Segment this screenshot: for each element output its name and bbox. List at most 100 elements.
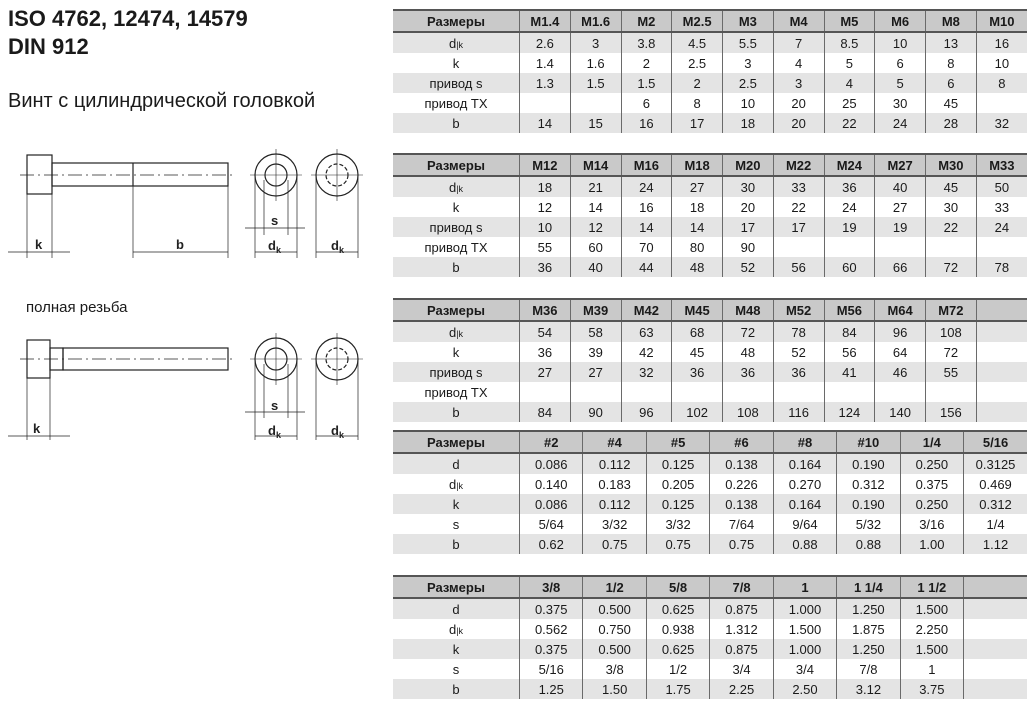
column-header-size: 5/16 xyxy=(963,430,1027,454)
table-cell: 0.226 xyxy=(709,474,774,494)
table-cell: 64 xyxy=(874,342,926,362)
table-cell: 24 xyxy=(620,176,672,197)
column-header-size: M5 xyxy=(823,9,875,33)
table-cell: 1.875 xyxy=(836,619,901,639)
table-cell xyxy=(519,382,571,402)
table-cell: 1.25 xyxy=(518,679,583,699)
table-cell: 1.312 xyxy=(709,619,774,639)
table-cell: 80 xyxy=(671,237,723,257)
column-header-size: M16 xyxy=(620,153,672,177)
table-row: k 1.4 1.6 2 2.5 3 4 5 6 8 10 xyxy=(393,53,1027,73)
column-header-size: M12 xyxy=(519,153,571,177)
table-cell xyxy=(975,402,1027,422)
row-label: k xyxy=(452,344,460,360)
table-cell: 2.25 xyxy=(709,679,774,699)
column-header-size: M64 xyxy=(874,298,926,322)
table-cell: 0.75 xyxy=(645,534,710,554)
row-label: k xyxy=(452,55,460,71)
table-cell: 32 xyxy=(975,113,1027,133)
table-cell: 19 xyxy=(874,217,926,237)
table-cell: 24 xyxy=(823,197,875,217)
table-cell: 0.205 xyxy=(645,474,710,494)
table-cell xyxy=(722,382,774,402)
row-label: s xyxy=(452,516,460,532)
table-cell: 0.75 xyxy=(709,534,774,554)
table-cell: 40 xyxy=(569,257,621,277)
table-cell: 0.190 xyxy=(836,453,901,474)
column-header-label: Размеры xyxy=(393,153,520,177)
table-cell: 3 xyxy=(569,32,621,53)
table-cell xyxy=(963,679,1027,699)
table-cell: 4 xyxy=(772,53,824,73)
table-cell: 0.938 xyxy=(645,619,710,639)
table-cell: 3/4 xyxy=(709,659,774,679)
table-cell: 0.270 xyxy=(772,474,837,494)
table-cell: 16 xyxy=(620,197,672,217)
row-label: s xyxy=(452,661,460,677)
table-cell: 0.375 xyxy=(518,598,583,619)
table-cell: 32 xyxy=(620,362,672,382)
table-cell: 0.183 xyxy=(582,474,647,494)
table-cell: 8.5 xyxy=(823,32,875,53)
table-cell: 70 xyxy=(620,237,672,257)
table-cell xyxy=(975,382,1027,402)
column-header-size: M10 xyxy=(975,9,1027,33)
table-cell: 55 xyxy=(925,362,977,382)
table-cell: 0.88 xyxy=(772,534,837,554)
table-cell: 72 xyxy=(722,321,774,342)
table-cell: 48 xyxy=(671,257,723,277)
table-cell: 16 xyxy=(620,113,672,133)
s-label: s xyxy=(271,213,278,228)
column-header-size: M24 xyxy=(823,153,875,177)
table-cell: 17 xyxy=(722,217,774,237)
table-cell: 3/32 xyxy=(645,514,710,534)
column-header-size: M18 xyxy=(671,153,723,177)
k-label: k xyxy=(35,237,43,252)
table-cell: 72 xyxy=(925,342,977,362)
table-cell: 10 xyxy=(975,53,1027,73)
table-cell: 1.3 xyxy=(519,73,571,93)
row-label: d|k xyxy=(393,619,520,639)
table-cell xyxy=(963,598,1027,619)
table-cell: 0.112 xyxy=(582,494,647,514)
table-cell: 22 xyxy=(823,113,875,133)
table-cell: 9/64 xyxy=(772,514,837,534)
column-header-size: M22 xyxy=(772,153,824,177)
table-cell: 8 xyxy=(975,73,1027,93)
table-cell: 45 xyxy=(925,93,977,113)
table-cell: 46 xyxy=(874,362,926,382)
table-cell: 14 xyxy=(569,197,621,217)
table-cell: 3 xyxy=(772,73,824,93)
table-cell: 0.88 xyxy=(836,534,901,554)
table-row: b 14 15 16 17 18 20 22 24 28 32 xyxy=(393,113,1027,133)
column-header-size: M1.4 xyxy=(519,9,571,33)
table-cell: 1.12 xyxy=(963,534,1027,554)
dk-label: dk xyxy=(331,238,345,255)
table-row: k 0.375 0.500 0.625 0.875 1.000 1.250 1.500 xyxy=(393,639,1027,659)
row-label: k xyxy=(393,639,520,659)
column-header-size: 3/8 xyxy=(518,575,583,599)
table-cell: 0.138 xyxy=(709,494,774,514)
column-header-size: M6 xyxy=(874,9,926,33)
table-cell: 7 xyxy=(772,32,824,53)
table-row: b 1.25 1.50 1.75 2.25 2.50 3.12 3.75 xyxy=(393,679,1027,699)
column-header-size: #2 xyxy=(518,430,583,454)
table-cell: 1/2 xyxy=(645,659,710,679)
dimension-table: Размеры M1.4 M1.6 M2 M2.5 M3 M4 M5 M6 M8 M10 d|k 2.6… xyxy=(393,9,1027,133)
table-cell: 108 xyxy=(722,402,774,422)
table-row: привод TX xyxy=(393,382,1027,402)
table-header-row: Размеры M12 M14 M16 M18 M20 M22 M24 M27 M30 M33 xyxy=(393,153,1027,177)
table-cell: 6 xyxy=(925,73,977,93)
table-cell: 7/64 xyxy=(709,514,774,534)
column-header-label: Размеры xyxy=(393,9,520,33)
table-cell xyxy=(963,639,1027,659)
dk-label: dk xyxy=(268,423,282,440)
table-cell: 0.625 xyxy=(645,639,710,659)
table-row: s 5/16 3/8 1/2 3/4 3/4 7/8 1 xyxy=(393,659,1027,679)
table-cell: 0.500 xyxy=(582,639,647,659)
table-cell: 36 xyxy=(519,257,571,277)
table-cell: 33 xyxy=(975,197,1027,217)
table-cell: 12 xyxy=(569,217,621,237)
table-row: привод s 10 12 14 14 17 17 19 19 22 24 xyxy=(393,217,1027,237)
table-row: привод TX 55 60 70 80 90 xyxy=(393,237,1027,257)
